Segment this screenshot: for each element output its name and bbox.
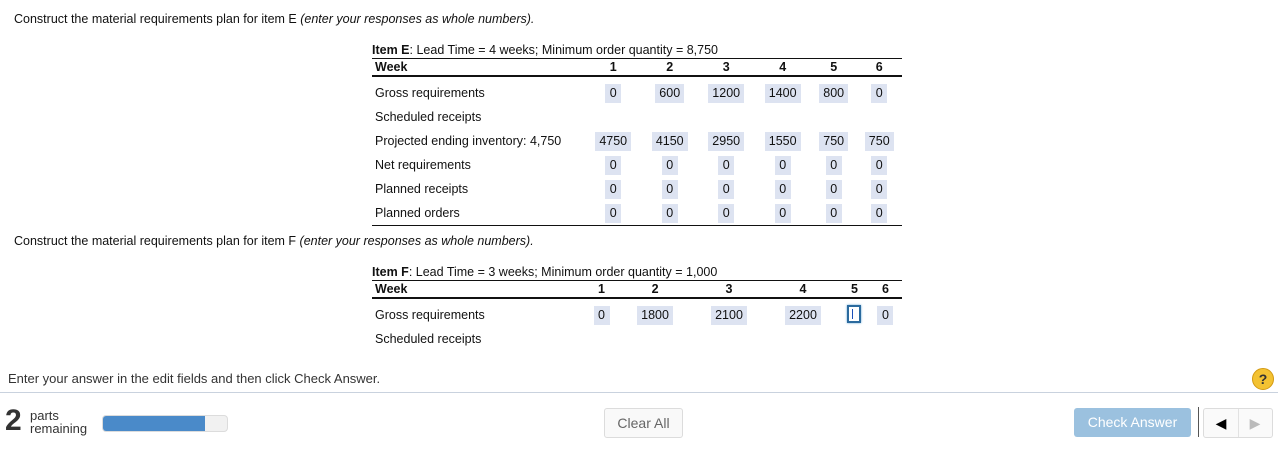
value-cell[interactable]: 2100 — [711, 305, 747, 325]
row-label: Net requirements — [375, 158, 471, 172]
value-cell[interactable]: 0 — [825, 179, 842, 199]
value-cell[interactable]: 0 — [877, 305, 894, 325]
item-f-caption: Item F: Lead Time = 3 weeks; Minimum ord… — [372, 264, 902, 280]
value-cell[interactable]: 0 — [871, 203, 888, 223]
week-header: Week — [372, 58, 585, 77]
row-label: Projected ending inventory: 4,750 — [375, 134, 562, 148]
item-f-table: Week 1 2 3 4 5 6 Gross requirements 0 18… — [372, 280, 902, 351]
footer-divider — [0, 392, 1278, 393]
clear-all-button[interactable]: Clear All — [604, 408, 683, 438]
footer-instruction: Enter your answer in the edit fields and… — [8, 371, 381, 386]
week-1: 1 — [585, 280, 619, 299]
net-requirements-row: Net requirements 0 0 0 0 0 0 — [372, 153, 902, 177]
week-1: 1 — [585, 58, 642, 77]
week-4: 4 — [766, 280, 840, 299]
week-header-row: Week 1 2 3 4 5 6 — [372, 58, 902, 77]
item-e-mrp-block: Item E: Lead Time = 4 weeks; Minimum ord… — [372, 42, 902, 226]
value-cell[interactable]: 750 — [864, 131, 894, 151]
value-cell[interactable]: 2200 — [785, 305, 821, 325]
progress-fill — [103, 416, 205, 431]
item-e-table: Week 1 2 3 4 5 6 Gross requirements 0 60… — [372, 58, 902, 226]
value-cell[interactable]: 2950 — [708, 131, 745, 151]
week-header-row: Week 1 2 3 4 5 6 — [372, 280, 902, 299]
gross-requirements-row: Gross requirements 0 1800 2100 2200 0 — [372, 298, 902, 327]
instruction-text: Construct the material requirements plan… — [14, 12, 301, 26]
check-answer-button[interactable]: Check Answer — [1074, 408, 1191, 437]
gross-requirements-row: Gross requirements 0 600 1200 1400 800 0 — [372, 76, 902, 105]
parts-line-2: remaining — [30, 421, 88, 436]
value-cell[interactable]: 0 — [718, 155, 735, 175]
value-cell[interactable]: 0 — [661, 155, 678, 175]
week-3: 3 — [697, 58, 755, 77]
row-label: Scheduled receipts — [375, 110, 482, 124]
caption-rest: : Lead Time = 3 weeks; Minimum order qua… — [408, 265, 718, 279]
value-cell[interactable]: 1550 — [764, 131, 801, 151]
row-label: Gross requirements — [375, 86, 485, 100]
planned-receipts-row: Planned receipts 0 0 0 0 0 0 — [372, 177, 902, 201]
row-label: Gross requirements — [375, 308, 485, 322]
value-cell[interactable]: 800 — [819, 83, 849, 103]
instruction-italic: (enter your responses as whole numbers). — [300, 12, 535, 26]
value-cell[interactable]: 4150 — [651, 131, 688, 151]
scheduled-receipts-row: Scheduled receipts — [372, 327, 902, 351]
value-cell[interactable]: 750 — [819, 131, 849, 151]
week-4: 4 — [754, 58, 811, 77]
caption-bold: Item F — [372, 265, 409, 279]
value-cell[interactable]: 0 — [593, 305, 610, 325]
progress-bar — [102, 415, 228, 432]
previous-arrow-icon[interactable]: ◀ — [1204, 409, 1239, 437]
week-3: 3 — [692, 280, 767, 299]
value-cell[interactable]: 0 — [605, 83, 622, 103]
value-cell[interactable]: 1800 — [637, 305, 673, 325]
caption-bold: Item E — [372, 43, 410, 57]
week-2: 2 — [618, 280, 693, 299]
week-2: 2 — [641, 58, 698, 77]
projected-inventory-row: Projected ending inventory: 4,750 4750 4… — [372, 129, 902, 153]
parts-line-1: parts — [30, 408, 59, 423]
value-cell[interactable]: 0 — [871, 155, 888, 175]
value-cell[interactable]: 0 — [871, 179, 888, 199]
week-header: Week — [372, 280, 585, 299]
week-6: 6 — [868, 280, 902, 299]
value-cell[interactable]: 0 — [871, 83, 888, 103]
week-5: 5 — [810, 58, 857, 77]
instruction-italic: (enter your responses as whole numbers). — [299, 234, 534, 248]
row-label: Planned orders — [372, 201, 585, 226]
value-cell[interactable]: 1400 — [764, 83, 801, 103]
value-cell[interactable]: 0 — [661, 203, 678, 223]
caption-rest: : Lead Time = 4 weeks; Minimum order qua… — [409, 43, 719, 57]
value-cell[interactable]: 0 — [661, 179, 678, 199]
value-cell[interactable]: 600 — [655, 83, 685, 103]
value-cell[interactable]: 0 — [825, 203, 842, 223]
week-6: 6 — [856, 58, 902, 77]
next-arrow-icon[interactable]: ▶ — [1249, 415, 1261, 431]
item-f-instruction: Construct the material requirements plan… — [14, 234, 534, 248]
value-cell[interactable]: 0 — [774, 155, 791, 175]
parts-remaining-count: 2 — [5, 404, 22, 437]
parts-remaining-label: parts remaining — [30, 409, 87, 435]
scheduled-receipts-row: Scheduled receipts — [372, 105, 902, 129]
planned-orders-row: Planned orders 0 0 0 0 0 0 — [372, 201, 902, 226]
instruction-text: Construct the material requirements plan… — [14, 234, 300, 248]
value-cell[interactable]: 0 — [718, 179, 735, 199]
week-5: 5 — [840, 280, 869, 299]
value-cell[interactable]: 1200 — [708, 83, 745, 103]
row-label: Scheduled receipts — [375, 332, 482, 346]
value-cell[interactable]: 0 — [774, 179, 791, 199]
value-cell[interactable]: 0 — [605, 155, 622, 175]
value-cell[interactable]: 0 — [605, 179, 622, 199]
value-cell[interactable]: 4750 — [595, 131, 632, 151]
value-cell[interactable]: 0 — [825, 155, 842, 175]
nav-separator — [1198, 407, 1199, 437]
question-nav: ◀ ▶ — [1203, 408, 1273, 438]
active-input-field[interactable] — [847, 304, 862, 323]
item-f-mrp-block: Item F: Lead Time = 3 weeks; Minimum ord… — [372, 264, 902, 351]
row-label: Planned receipts — [375, 182, 469, 196]
value-cell[interactable]: 0 — [605, 203, 622, 223]
item-e-instruction: Construct the material requirements plan… — [14, 12, 534, 26]
help-icon[interactable]: ? — [1252, 368, 1274, 390]
item-e-caption: Item E: Lead Time = 4 weeks; Minimum ord… — [372, 42, 902, 58]
value-cell[interactable]: 0 — [718, 203, 735, 223]
value-cell[interactable]: 0 — [774, 203, 791, 223]
